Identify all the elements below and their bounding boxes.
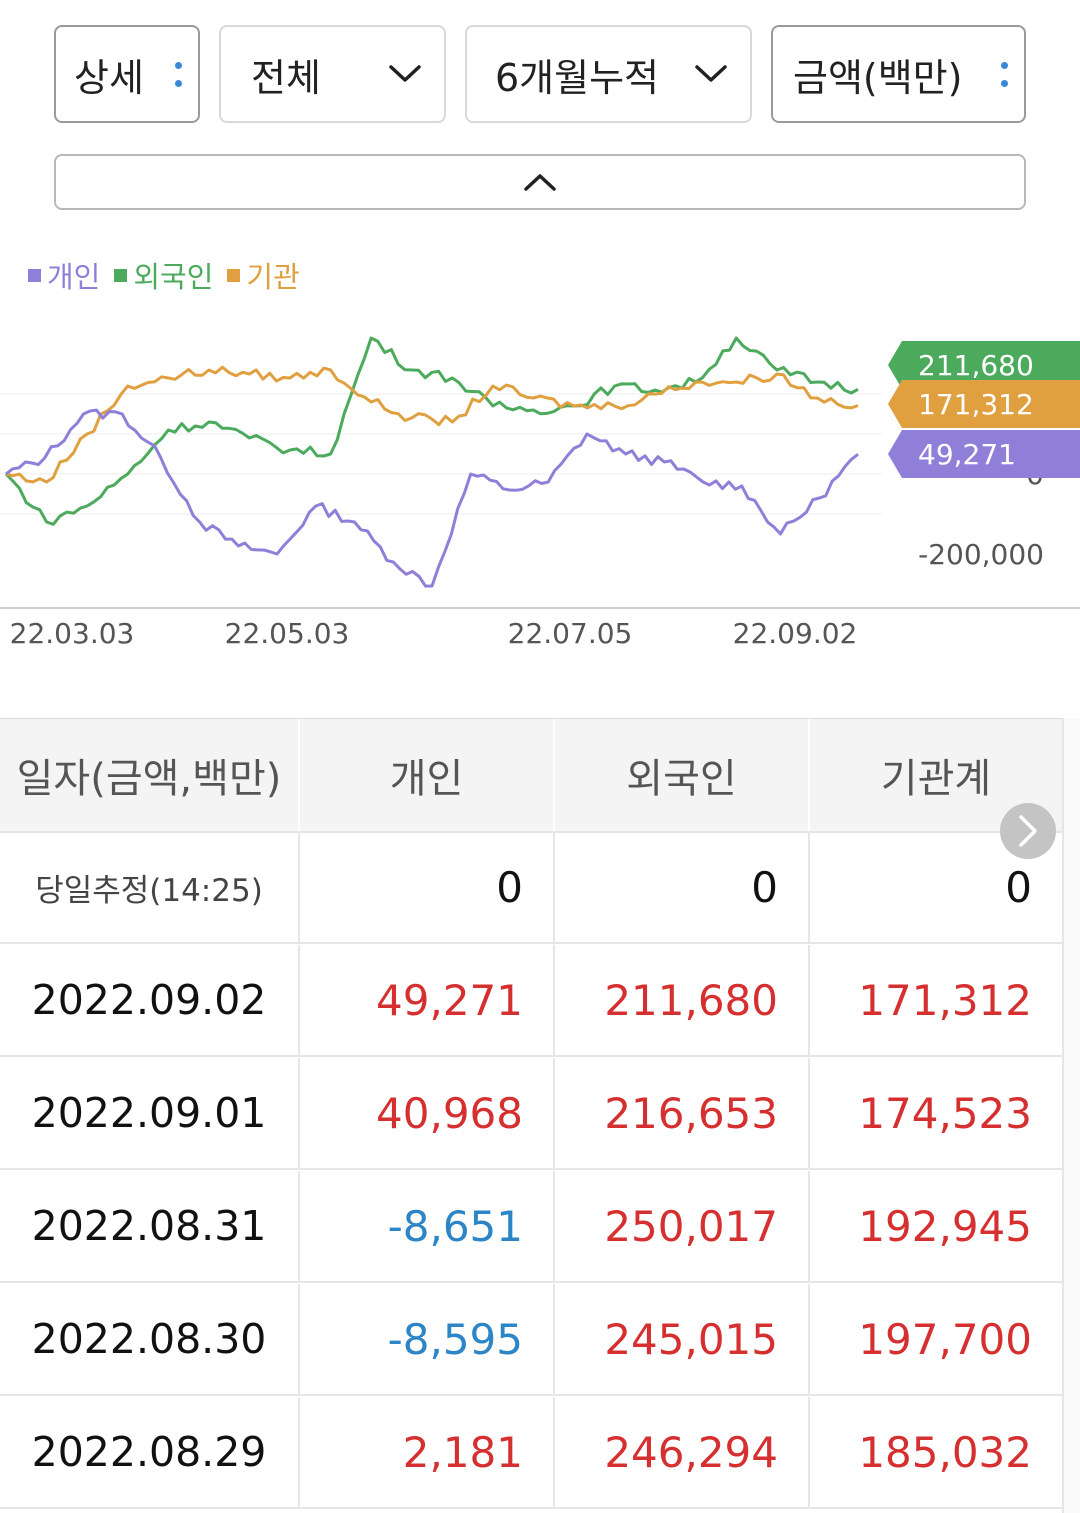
end-value-tag: [888, 341, 1080, 389]
investor-flow-chart[interactable]: 22.03.0322.05.0322.07.0522.09.020-200,00…: [0, 300, 1080, 650]
cell-institution: 0: [808, 832, 1062, 942]
header-individual[interactable]: 개인: [298, 719, 553, 831]
cell-institution: 185,032: [808, 1397, 1062, 1507]
series-line-0: [5, 408, 859, 588]
legend-label: 개인: [47, 260, 101, 294]
cell-foreign: 246,294: [553, 1397, 808, 1507]
chevron-down-icon: [389, 65, 421, 82]
series-line-2: [5, 365, 859, 484]
cell-institution: 174,523: [808, 1058, 1062, 1168]
collapse-chart-button[interactable]: [54, 154, 1026, 210]
x-tick-label: 22.09.02: [733, 617, 858, 650]
legend-label: 기관: [246, 260, 300, 294]
period-dropdown[interactable]: 6개월누적: [465, 25, 752, 123]
table-row[interactable]: 2022.09.02 49,271 211,680 171,312: [0, 945, 1062, 1057]
end-value-tag: [888, 380, 1080, 428]
end-value-label: 171,312: [918, 388, 1034, 421]
legend-swatch: [28, 268, 41, 282]
table-row[interactable]: 2022.08.30 -8,595 245,015 197,700: [0, 1284, 1062, 1396]
more-options-icon: [175, 61, 182, 87]
cell-date: 2022.08.29: [31, 1428, 267, 1476]
x-tick-label: 22.03.03: [10, 617, 135, 650]
cell-date: 2022.08.31: [31, 1202, 267, 1250]
end-value-tag: [888, 430, 1080, 478]
table-row[interactable]: 당일추정(14:25) 0 0 0: [0, 832, 1062, 944]
cell-individual: -8,651: [298, 1171, 553, 1281]
chart-legend: 개인 외국인 기관: [28, 254, 300, 296]
cell-institution: 192,945: [808, 1171, 1062, 1281]
end-value-label: 49,271: [918, 438, 1016, 471]
header-foreign[interactable]: 외국인: [553, 719, 808, 831]
cell-foreign: 245,015: [553, 1284, 808, 1394]
x-tick-label: 22.07.05: [508, 617, 633, 650]
table-header: 일자(금액,백만) 개인 외국인 기관계: [0, 718, 1062, 833]
cell-institution: 197,700: [808, 1284, 1062, 1394]
table-row[interactable]: 2022.08.29 2,181 246,294 185,032: [0, 1397, 1062, 1509]
legend-item-institution[interactable]: 기관: [227, 254, 300, 296]
cell-foreign: 216,653: [553, 1058, 808, 1168]
header-date[interactable]: 일자(금액,백만): [16, 756, 282, 802]
detail-dropdown[interactable]: 상세: [54, 25, 200, 123]
unit-dropdown-label: 금액(백만): [793, 55, 963, 100]
legend-item-foreign[interactable]: 외국인: [114, 254, 213, 296]
scope-dropdown[interactable]: 전체: [219, 25, 446, 123]
cell-date: 당일추정(14:25): [35, 872, 263, 909]
scope-dropdown-label: 전체: [251, 55, 321, 100]
legend-item-individual[interactable]: 개인: [28, 254, 100, 296]
unit-dropdown[interactable]: 금액(백만): [771, 25, 1026, 123]
cell-date: 2022.08.30: [31, 1315, 267, 1363]
cell-individual: 49,271: [298, 945, 553, 1055]
cell-individual: 40,968: [298, 1058, 553, 1168]
table-row[interactable]: 2022.08.31 -8,651 250,017 192,945: [0, 1171, 1062, 1283]
table-scroll-edge: [1062, 718, 1080, 1513]
header-institution[interactable]: 기관계: [808, 719, 1062, 831]
cell-date: 2022.09.02: [31, 976, 267, 1024]
end-value-label: 211,680: [918, 349, 1034, 382]
cell-date: 2022.09.01: [31, 1089, 267, 1137]
series-line-1: [4, 336, 859, 526]
x-tick-label: 22.05.03: [225, 617, 350, 650]
cell-foreign: 0: [553, 832, 808, 942]
legend-label: 외국인: [133, 260, 214, 294]
detail-dropdown-label: 상세: [74, 55, 144, 100]
cell-foreign: 211,680: [553, 945, 808, 1055]
y-tick-label: -200,000: [918, 538, 1044, 571]
cell-individual: 2,181: [298, 1397, 553, 1507]
legend-swatch: [227, 268, 241, 282]
legend-swatch: [114, 268, 128, 282]
cell-institution: 171,312: [808, 945, 1062, 1055]
cell-individual: 0: [298, 832, 553, 942]
table-row[interactable]: 2022.09.01 40,968 216,653 174,523: [0, 1058, 1062, 1170]
scroll-right-button[interactable]: [1000, 803, 1056, 859]
cell-individual: -8,595: [298, 1284, 553, 1394]
chevron-up-icon: [524, 174, 556, 191]
chevron-down-icon: [695, 65, 727, 82]
cell-foreign: 250,017: [553, 1171, 808, 1281]
more-options-icon: [1001, 61, 1008, 87]
chevron-right-icon: [1019, 815, 1037, 847]
period-dropdown-label: 6개월누적: [495, 55, 660, 100]
